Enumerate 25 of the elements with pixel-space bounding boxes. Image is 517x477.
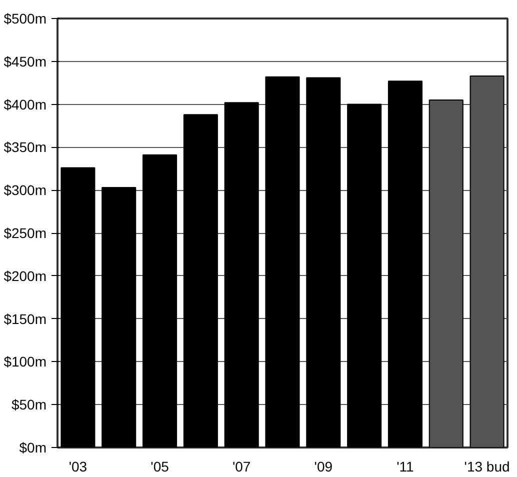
x-tick-label: '03 xyxy=(68,458,88,474)
y-tick-label: $350m xyxy=(4,139,47,156)
y-tick-label: $400m xyxy=(4,96,47,112)
x-tick-label: '13 bud xyxy=(464,458,510,474)
bar xyxy=(224,102,259,448)
bar xyxy=(347,104,382,448)
y-tick-label: $250m xyxy=(4,225,47,241)
bar xyxy=(102,187,136,448)
y-tick-label: $450m xyxy=(4,53,47,70)
x-tick-label: '11 xyxy=(396,458,414,474)
bar xyxy=(142,154,178,448)
x-tick-label: '07 xyxy=(232,458,251,474)
bar xyxy=(265,76,300,448)
x-tick-label: '09 xyxy=(314,458,333,474)
y-tick-label: $500m xyxy=(4,10,47,26)
y-tick-label: $300m xyxy=(4,182,47,198)
y-tick-label: $150m xyxy=(4,310,47,327)
y-tick-label: $200m xyxy=(4,268,47,284)
y-tick-label: $50m xyxy=(11,396,47,413)
bar xyxy=(388,80,422,448)
x-tick-label: '05 xyxy=(150,458,170,474)
bar xyxy=(306,77,341,448)
bar xyxy=(183,114,218,448)
y-tick-label: $0m xyxy=(19,440,46,456)
y-tick-label: $100m xyxy=(4,354,47,370)
